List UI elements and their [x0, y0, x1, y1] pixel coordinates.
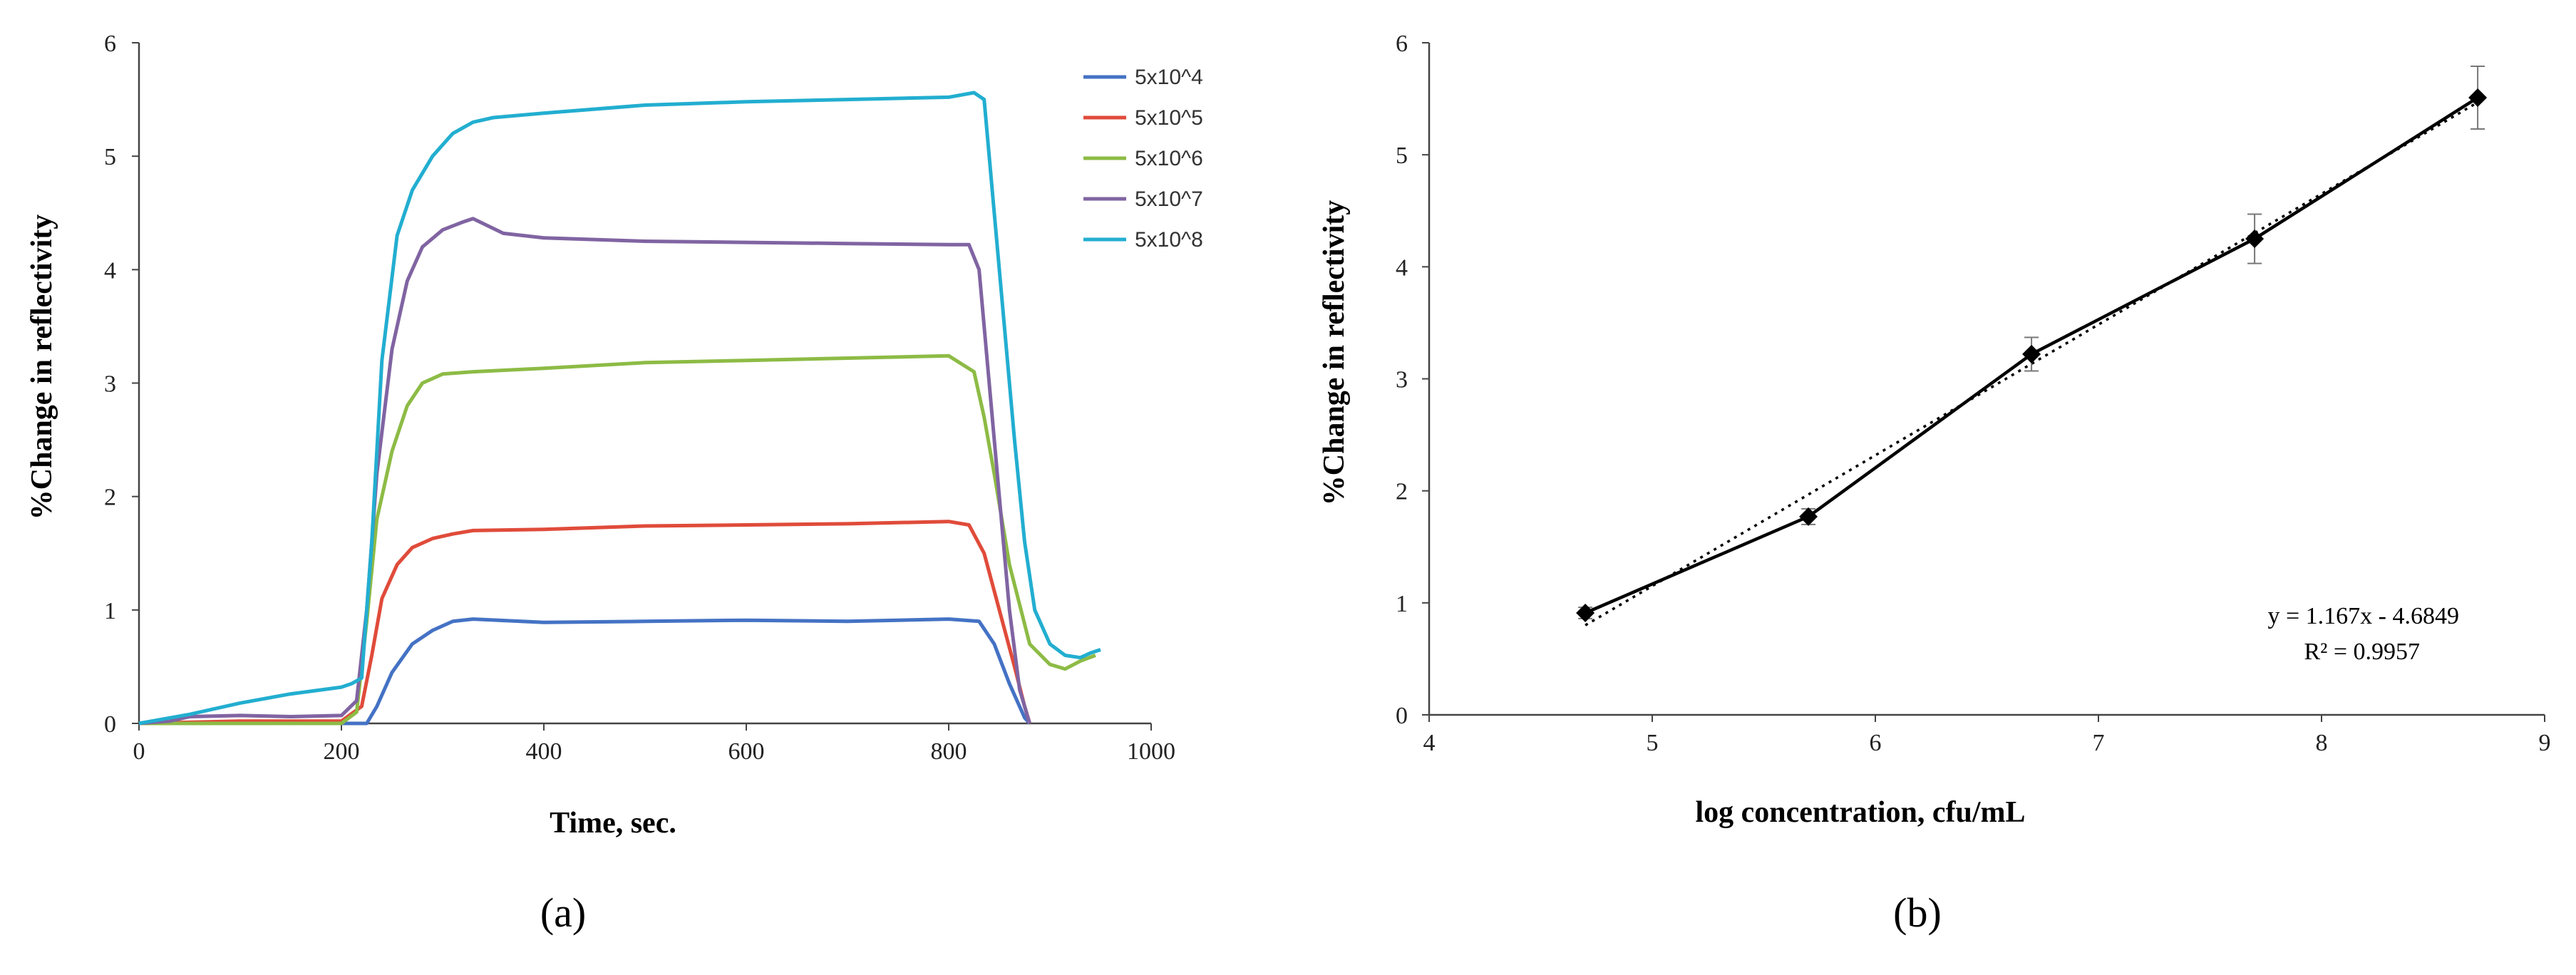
chart-b-data-point: [2245, 229, 2265, 249]
trendline-equation: y = 1.167x - 4.6849: [2268, 603, 2460, 629]
chart-b-x-tick-label: 4: [1423, 730, 1436, 756]
chart-b-y-tick-label: 5: [1396, 143, 1408, 169]
chart-b-y-axis-title: %Change in reflectivity: [1318, 200, 1351, 506]
chart-b: 4 5 6 7 8 9 0 1 2 3 4 5 6: [1396, 31, 2551, 756]
chart-b-x-tick-label: 6: [1870, 730, 1882, 756]
chart-a-y-tick-label: 4: [104, 257, 116, 284]
chart-a-x-tick-label: 200: [324, 738, 360, 765]
chart-a-legend-label: 5x10^7: [1135, 187, 1203, 211]
chart-a-legend-label: 5x10^6: [1135, 147, 1203, 170]
chart-a-y-tick-label: 1: [104, 598, 116, 624]
chart-b-y-tick-label: 2: [1396, 479, 1408, 505]
chart-b-y-tick-label: 4: [1396, 254, 1408, 281]
chart-b-data-point: [1576, 603, 1595, 622]
chart-a-series-line: [138, 217, 1031, 726]
panel-b-label: (b): [1893, 889, 1942, 936]
chart-a-y-tick-label: 2: [104, 485, 116, 511]
chart-b-data-point: [2468, 88, 2488, 108]
chart-b-x-tick-label: 9: [2539, 730, 2551, 756]
chart-a-series-line: [138, 520, 1031, 726]
chart-a-y-tick-label: 3: [104, 371, 116, 398]
chart-b-y-tick-label: 6: [1396, 31, 1408, 57]
chart-b-y-tick-label: 0: [1396, 703, 1408, 729]
chart-a-x-tick-label: 600: [728, 738, 765, 765]
chart-b-data-point: [2022, 344, 2041, 363]
chart-a-x-tick-label: 0: [133, 738, 145, 765]
panel-a-label: (a): [540, 889, 586, 936]
chart-a-legend-label: 5x10^4: [1135, 66, 1203, 89]
chart-b-data-point: [1799, 507, 1818, 526]
chart-a-x-tick-label: 400: [526, 738, 562, 765]
chart-a-x-axis-title: Time, sec.: [550, 807, 676, 840]
chart-a-x-tick-label: 1000: [1127, 738, 1175, 765]
chart-b-x-tick-label: 7: [2093, 730, 2105, 756]
chart-a-legend-label: 5x10^5: [1135, 106, 1203, 130]
chart-a: 0 200 400 600 800 1000 0 1 2 3 4 5 6 5x10^4 5x10^5 5x10…: [104, 31, 1203, 765]
chart-a-y-tick-label: 6: [104, 31, 116, 57]
chart-b-x-tick-label: 8: [2316, 730, 2328, 756]
chart-a-series-line: [138, 91, 1101, 726]
chart-a-y-tick-label: 5: [104, 144, 116, 170]
trendline-r-squared: R² = 0.9957: [2304, 639, 2420, 665]
chart-b-x-tick-label: 5: [1647, 730, 1659, 756]
chart-a-series-line: [139, 617, 1031, 726]
chart-a-x-tick-label: 800: [931, 738, 967, 765]
chart-b-x-axis-title: log concentration, cfu/mL: [1695, 796, 2025, 829]
chart-b-y-tick-label: 3: [1396, 367, 1408, 393]
chart-a-series-line: [139, 354, 1096, 726]
chart-a-legend-label: 5x10^8: [1135, 228, 1203, 252]
chart-a-y-tick-label: 0: [104, 711, 116, 738]
chart-a-y-axis-title: %Change in reflectivity: [26, 215, 58, 520]
chart-b-y-tick-label: 1: [1396, 591, 1408, 617]
